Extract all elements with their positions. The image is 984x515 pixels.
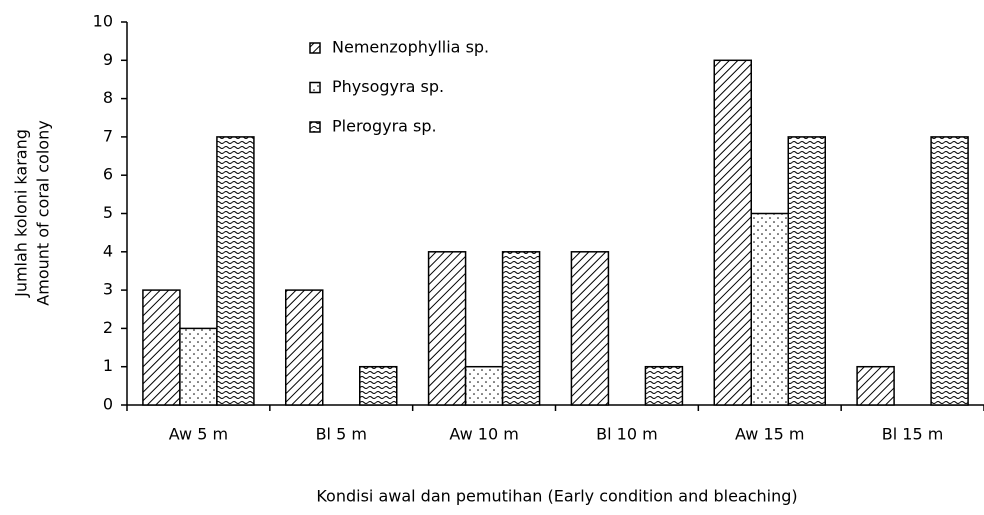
legend-label: Plerogyra sp. [332,117,437,136]
bar [216,136,255,406]
x-tick-label: Bl 10 m [596,425,658,444]
legend-label: Physogyra sp. [332,77,444,96]
bar [142,289,181,406]
bar [179,327,218,406]
x-tick-label: Aw 10 m [449,425,519,444]
legend-swatch [309,42,321,54]
bar [359,365,398,406]
bar [644,365,684,406]
y-tick-label: 10 [93,12,113,31]
bar [787,136,826,406]
legend-swatch [309,121,321,133]
legend-swatch [309,81,321,94]
x-axis-label: Kondisi awal dan pemutihan (Early condit… [316,487,797,506]
x-tick-label: Bl 15 m [882,425,944,444]
legend-label: Nemenzophyllia sp. [332,38,489,57]
bar [464,365,504,406]
bar [930,136,969,406]
y-tick-label: 8 [103,88,113,107]
bar [427,251,467,406]
y-tick-label: 0 [103,395,113,414]
y-tick-label: 1 [103,356,113,375]
bar [285,289,324,406]
y-tick-label: 6 [103,165,113,184]
y-tick-label: 9 [103,50,113,69]
y-tick-label: 3 [103,280,113,299]
y-tick-label: 7 [103,126,113,145]
x-tick-label: Bl 5 m [316,425,367,444]
y-axis-label: Jumlah koloni karang [12,129,31,298]
y-tick-label: 2 [103,318,113,337]
bar [570,251,610,406]
bar [856,365,895,406]
y-tick-label: 4 [103,241,113,260]
bar [501,251,541,406]
x-tick-label: Aw 15 m [735,425,805,444]
y-axis-label: Amount of coral colony [34,120,53,305]
bar [750,212,789,406]
x-tick-label: Aw 5 m [169,425,228,444]
y-tick-label: 5 [103,203,113,222]
bar [713,59,752,406]
